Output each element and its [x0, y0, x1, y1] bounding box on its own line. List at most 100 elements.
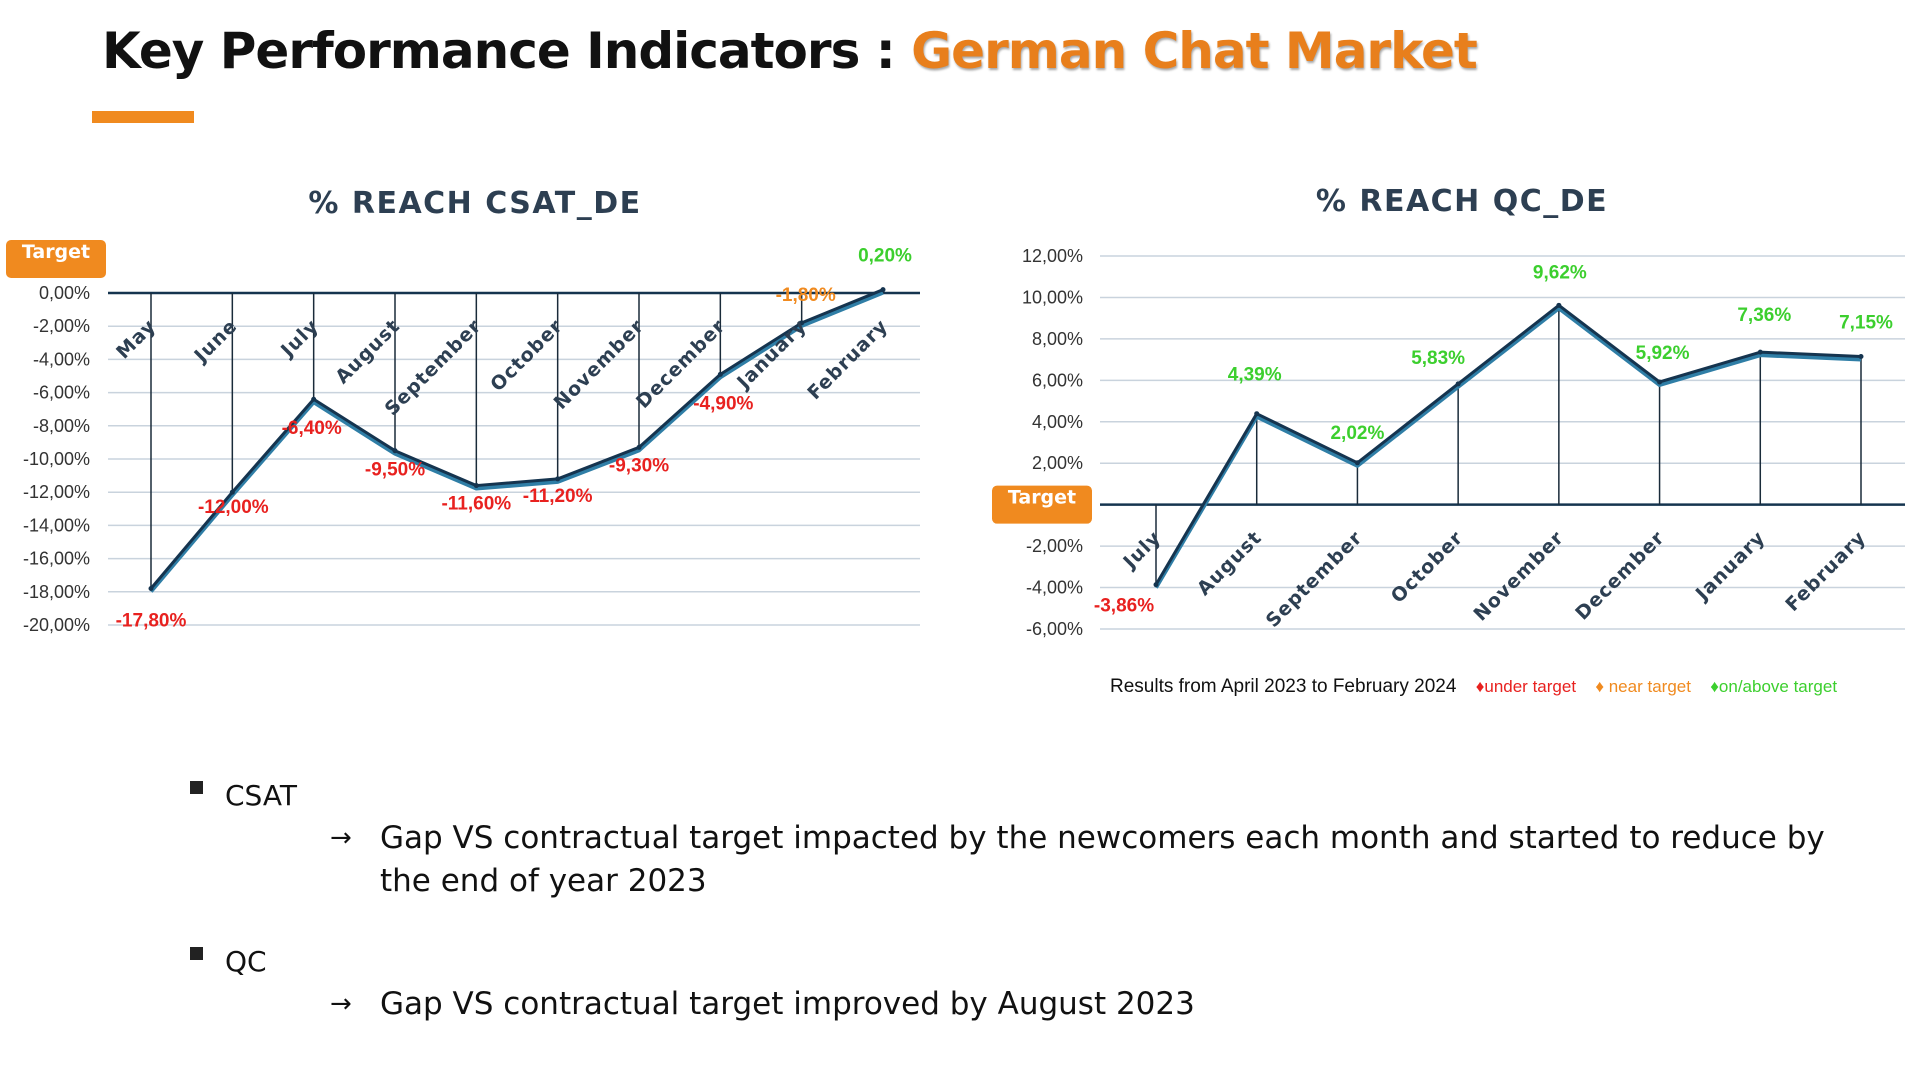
y-tick-label: 10,00%	[1022, 287, 1083, 307]
csat-chart: % REACH CSAT_DE 0,00% -2,00% -4,00% -6,00% -8…	[0, 160, 940, 680]
y-tick-label: -10,00%	[23, 449, 90, 469]
data-label: -4,90%	[693, 393, 753, 414]
bullet-list: CSAT → Gap VS contractual target impacte…	[190, 775, 1890, 1026]
target-badge-label: Target	[22, 241, 90, 263]
data-label: -17,80%	[116, 610, 187, 631]
data-label: -11,20%	[523, 486, 593, 507]
data-point	[636, 444, 642, 450]
qc-chart: % REACH QC_DE 12,00% 10,00% 8,00% 6,00% 4,00%…	[990, 160, 1920, 680]
x-tick-label: January	[1690, 527, 1770, 607]
data-point	[1556, 302, 1562, 308]
x-tick-label: November	[1469, 527, 1568, 626]
x-tick-label: September	[1262, 527, 1367, 632]
qc-chart-svg: % REACH QC_DE 12,00% 10,00% 8,00% 6,00% 4,00%…	[992, 184, 1905, 639]
y-tick-label: -6,00%	[33, 383, 90, 403]
data-point	[799, 320, 805, 326]
data-label: 7,15%	[1839, 313, 1893, 334]
data-point	[1657, 379, 1663, 385]
y-tick-label: -8,00%	[33, 416, 90, 436]
x-tick-label: October	[486, 315, 567, 396]
data-point	[473, 483, 479, 489]
y-tick-label: -14,00%	[23, 515, 90, 535]
legend-note-text: Results from April 2023 to February 2024	[1110, 676, 1457, 697]
data-point	[717, 371, 723, 377]
arrow-right-icon: →	[330, 989, 352, 1019]
data-point	[229, 489, 235, 495]
bullet-item-csat: CSAT	[190, 775, 1890, 815]
bullet-detail-text: Gap VS contractual target improved by Au…	[380, 986, 1195, 1022]
y-tick-label: -2,00%	[33, 316, 90, 336]
title-underline	[92, 111, 194, 123]
y-tick-label: -20,00%	[23, 615, 90, 635]
bullet-item-qc: QC	[190, 941, 1890, 981]
data-label: -9,50%	[365, 460, 425, 481]
bullet-square-icon	[190, 946, 203, 960]
data-point	[555, 476, 561, 482]
data-point	[1254, 411, 1260, 417]
y-tick-label: -16,00%	[23, 549, 90, 569]
target-badge-label: Target	[1008, 487, 1076, 509]
y-tick-label: -2,00%	[1026, 536, 1083, 556]
data-label: -12,00%	[198, 497, 269, 518]
bullet-detail-text: Gap VS contractual target impacted by th…	[380, 820, 1825, 899]
data-label: 5,92%	[1636, 343, 1690, 364]
data-point	[1153, 582, 1159, 588]
data-point	[1354, 460, 1360, 466]
y-tick-label: 8,00%	[1032, 329, 1083, 349]
target-badge	[6, 240, 106, 278]
series-line-shadow	[1154, 306, 1862, 589]
x-tick-label: February	[1781, 527, 1870, 616]
bullet-detail-csat: → Gap VS contractual target impacted by …	[330, 817, 1890, 903]
y-tick-label: -18,00%	[23, 582, 90, 602]
x-tick-label: August	[1193, 527, 1266, 600]
data-label: 5,83%	[1411, 348, 1465, 369]
data-label: -6,40%	[282, 418, 342, 439]
csat-chart-svg: % REACH CSAT_DE 0,00% -2,00% -4,00% -6,00% -8…	[6, 186, 920, 635]
y-tick-label: 12,00%	[1022, 246, 1083, 266]
data-point	[1757, 349, 1763, 355]
data-point	[880, 287, 886, 293]
x-tick-label: May	[112, 315, 160, 363]
legend-near-target: ♦ near target	[1595, 677, 1691, 696]
x-tick-label: July	[275, 315, 323, 363]
y-tick-label: -4,00%	[33, 349, 90, 369]
data-label: 7,36%	[1737, 305, 1791, 326]
y-tick-label: -4,00%	[1026, 578, 1083, 598]
data-point	[1858, 354, 1864, 360]
bullet-detail-qc: → Gap VS contractual target improved by …	[330, 983, 1890, 1026]
data-label: -3,86%	[1094, 596, 1154, 617]
data-point	[311, 396, 317, 402]
data-point	[1455, 381, 1461, 387]
x-tick-label: December	[1571, 527, 1669, 625]
data-label: 0,20%	[858, 246, 912, 267]
bullet-label: CSAT	[225, 778, 297, 812]
title-prefix: Key Performance Indicators :	[102, 22, 912, 80]
page-title: Key Performance Indicators : German Chat…	[102, 22, 1478, 80]
y-tick-label: -12,00%	[23, 482, 90, 502]
target-badge	[992, 485, 1092, 524]
data-label: 4,39%	[1228, 365, 1282, 386]
y-tick-label: 2,00%	[1032, 453, 1083, 473]
series-line	[1154, 303, 1862, 586]
title-accent: German Chat Market	[911, 22, 1478, 80]
y-tick-label: 0,00%	[39, 283, 90, 303]
series-line-shadow	[149, 290, 884, 593]
data-label: -1,80%	[776, 285, 836, 306]
data-label: 9,62%	[1533, 262, 1587, 283]
data-label: -9,30%	[609, 455, 669, 476]
y-tick-label: 4,00%	[1032, 412, 1083, 432]
data-label: 2,02%	[1330, 423, 1384, 444]
legend-under-target: ♦under target	[1475, 677, 1577, 696]
y-tick-label: -6,00%	[1026, 619, 1083, 639]
x-tick-label: October	[1387, 527, 1468, 608]
chart-title: % REACH QC_DE	[1316, 184, 1608, 219]
data-point	[148, 585, 154, 591]
chart-title: % REACH CSAT_DE	[308, 186, 641, 221]
series-line	[149, 288, 884, 590]
legend-on-target: ♦on/above target	[1710, 677, 1838, 696]
x-tick-label: July	[1118, 527, 1166, 575]
data-point	[392, 448, 398, 454]
y-tick-label: 6,00%	[1032, 370, 1083, 390]
arrow-right-icon: →	[330, 823, 352, 853]
legend-note: Results from April 2023 to February 2024…	[1110, 676, 1837, 698]
